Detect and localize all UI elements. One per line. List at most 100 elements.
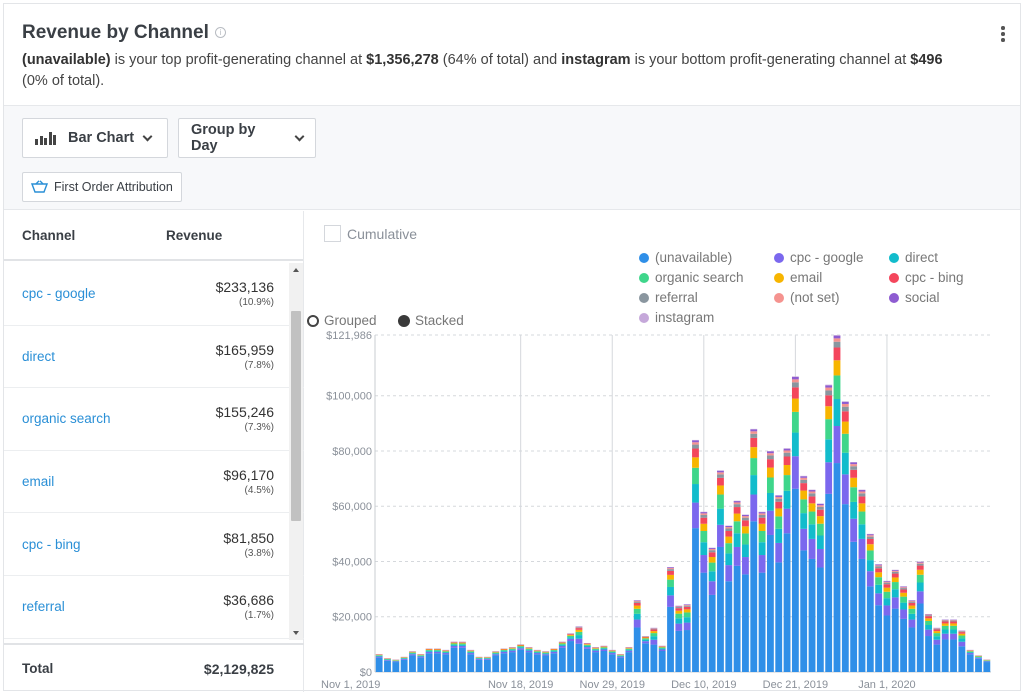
bar-segment bbox=[758, 514, 766, 518]
bar-segment bbox=[850, 501, 858, 519]
bar-segment bbox=[417, 656, 425, 658]
bar-segment bbox=[558, 642, 566, 644]
bar-segment bbox=[492, 653, 500, 655]
chevron-down-icon bbox=[142, 131, 153, 141]
scroll-down-icon[interactable] bbox=[293, 631, 299, 635]
bar-segment bbox=[791, 411, 799, 433]
bar-segment bbox=[692, 502, 699, 529]
bar-segment bbox=[450, 644, 458, 646]
legend-item[interactable]: social bbox=[889, 290, 940, 305]
bar-segment bbox=[866, 560, 874, 572]
legend-item[interactable]: cpc - bing bbox=[889, 270, 964, 285]
bar-segment bbox=[708, 550, 716, 553]
bar-segment bbox=[658, 648, 666, 650]
bar-segment bbox=[667, 569, 674, 571]
bar-segment bbox=[816, 523, 824, 536]
bar-segment bbox=[558, 647, 566, 672]
table-header: Channel Revenue bbox=[4, 211, 303, 261]
bar-segment bbox=[717, 474, 724, 478]
legend-item[interactable]: direct bbox=[889, 250, 938, 265]
bar-segment bbox=[791, 432, 799, 457]
bar-segment bbox=[492, 655, 500, 672]
bar-segment bbox=[400, 659, 408, 672]
bar-segment bbox=[533, 651, 541, 653]
bar-segment bbox=[583, 644, 591, 646]
scroll-thumb[interactable] bbox=[291, 311, 301, 521]
x-tick-label: Nov 1, 2019 bbox=[321, 679, 380, 691]
bar-segment bbox=[908, 627, 916, 672]
checkbox-box[interactable] bbox=[324, 225, 341, 242]
bar-segment bbox=[708, 581, 716, 595]
channel-link[interactable]: organic search bbox=[22, 411, 111, 427]
radio-icon[interactable] bbox=[398, 314, 410, 327]
bar-segment bbox=[858, 496, 866, 504]
bar-segment bbox=[458, 642, 466, 643]
legend-label: email bbox=[790, 270, 823, 285]
bar-segment bbox=[733, 501, 741, 503]
attribution-button[interactable]: First Order Attribution bbox=[22, 172, 182, 202]
legend-item[interactable]: instagram bbox=[639, 310, 714, 325]
bar-segment bbox=[733, 565, 741, 672]
bar-segment bbox=[791, 387, 799, 399]
radio-icon[interactable] bbox=[307, 314, 319, 327]
table-scrollbar[interactable] bbox=[289, 263, 303, 640]
bar-segment bbox=[550, 651, 558, 654]
bar-segment bbox=[717, 508, 724, 525]
bar-segment bbox=[975, 658, 982, 672]
bar-segment bbox=[517, 647, 525, 649]
bar-segment bbox=[642, 639, 649, 642]
bar-segment bbox=[617, 655, 624, 656]
bar-segment bbox=[891, 608, 899, 672]
bar-segment bbox=[908, 619, 916, 628]
bar-segment bbox=[875, 565, 883, 567]
legend-item[interactable]: (not set) bbox=[774, 290, 840, 305]
legend-item[interactable]: email bbox=[774, 270, 822, 285]
bar-segment bbox=[633, 600, 641, 602]
card-header: Revenue by Channel i (unavailable) is you… bbox=[4, 4, 1020, 106]
channel-link[interactable]: email bbox=[22, 474, 55, 490]
bar-segment bbox=[758, 555, 766, 573]
bar-segment bbox=[750, 458, 758, 476]
bar-segment bbox=[925, 614, 932, 616]
bar-segment bbox=[825, 419, 833, 440]
bar-segment bbox=[633, 608, 641, 614]
x-tick-label: Nov 18, 2019 bbox=[488, 679, 553, 691]
more-options-icon[interactable] bbox=[1000, 26, 1006, 44]
bar-segment bbox=[966, 651, 974, 653]
legend-item[interactable]: referral bbox=[639, 290, 698, 305]
legend-item[interactable]: (unavailable) bbox=[639, 250, 732, 265]
bar-segment bbox=[658, 646, 666, 648]
channel-link[interactable]: cpc - google bbox=[22, 286, 96, 302]
bar-segment bbox=[642, 638, 649, 640]
cumulative-checkbox[interactable]: Cumulative bbox=[324, 225, 417, 242]
stacked-radio[interactable]: Stacked bbox=[398, 313, 464, 328]
bar-segment bbox=[950, 620, 957, 622]
legend-item[interactable]: organic search bbox=[639, 270, 744, 285]
col-revenue-header[interactable]: Revenue bbox=[166, 227, 223, 243]
col-channel-header[interactable]: Channel bbox=[22, 227, 76, 243]
chart-type-dropdown[interactable]: Bar Chart bbox=[22, 118, 168, 158]
channel-link[interactable]: cpc - bing bbox=[22, 536, 81, 552]
bar-segment bbox=[908, 608, 916, 614]
bar-segment bbox=[750, 437, 758, 448]
scroll-up-icon[interactable] bbox=[293, 268, 299, 272]
bar-segment bbox=[708, 562, 716, 572]
channel-link[interactable]: direct bbox=[22, 348, 56, 364]
grouped-radio[interactable]: Grouped bbox=[307, 313, 377, 328]
legend-label: (not set) bbox=[790, 290, 840, 305]
group-by-dropdown[interactable]: Group by Day bbox=[178, 118, 316, 158]
revenue-value: $36,686 bbox=[223, 592, 274, 609]
channel-link[interactable]: referral bbox=[22, 599, 65, 615]
bar-segment bbox=[875, 568, 883, 573]
bar-segment bbox=[692, 448, 699, 458]
info-icon[interactable]: i bbox=[214, 27, 226, 38]
group-by-label: Group by Day bbox=[191, 122, 256, 154]
table-row: referral $36,686 (1.7%) bbox=[4, 576, 304, 639]
bar-segment bbox=[608, 654, 616, 672]
bar-segment bbox=[791, 376, 799, 377]
bar-segment bbox=[775, 562, 783, 672]
legend-item[interactable]: cpc - google bbox=[774, 250, 864, 265]
bar-segment bbox=[725, 525, 733, 528]
bar-segment bbox=[858, 524, 866, 539]
bar-segment bbox=[941, 633, 949, 640]
